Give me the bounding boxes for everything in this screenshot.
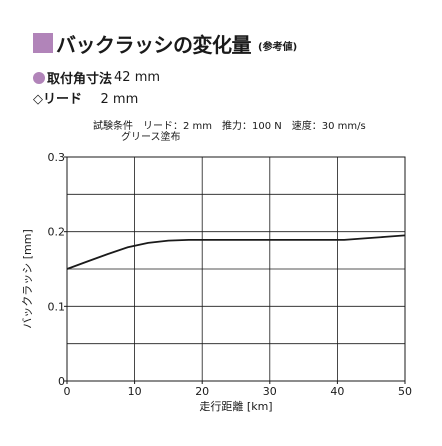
lead-value: 2 mm [100,92,139,107]
bullet-dot-icon [33,71,45,84]
chart-title: バックラッシの変化量 [56,32,252,57]
series-line-backlash [66,234,406,270]
shaft-size-spec: 取付角寸法 42 mm [33,68,160,87]
y-tick-label: 0.2 [48,226,66,239]
x-tick-label: 50 [398,385,412,398]
x-axis-ticks: 0 10 20 30 40 50 [64,381,412,398]
x-tick-label: 20 [195,385,209,398]
x-axis-label: 走行距離 [km] [199,399,272,413]
lead-spec: ◇リード 2 mm [33,88,138,107]
title-square-marker [33,33,53,53]
x-tick-label: 30 [263,385,277,398]
chart-heading: バックラッシの変化量 (参考値) [33,30,298,57]
chart-title-note: (参考値) [258,42,298,53]
y-tick-label: 0 [58,375,65,388]
test-conditions-line1: 試験条件 リード：2 mm 推力：100 N 速度：30 mm/s [93,121,366,132]
lead-label: ◇リード [33,92,82,107]
test-conditions-line2: グリース塗布 [121,132,181,143]
shaft-size-label: 取付角寸法 [47,72,113,87]
y-axis-label: バックラッシ [mm] [21,229,34,329]
x-tick-label: 0 [64,385,71,398]
y-tick-label: 0.1 [48,300,66,313]
test-conditions: 試験条件 リード：2 mm 推力：100 N 速度：30 mm/s グリース塗布 [93,121,366,143]
x-tick-label: 10 [128,385,142,398]
shaft-size-value: 42 mm [114,70,161,85]
x-tick-label: 40 [330,385,344,398]
y-axis-ticks: 0 0.1 0.2 0.3 [48,151,67,388]
chart-grid [67,157,405,381]
y-tick-label: 0.3 [48,151,66,164]
